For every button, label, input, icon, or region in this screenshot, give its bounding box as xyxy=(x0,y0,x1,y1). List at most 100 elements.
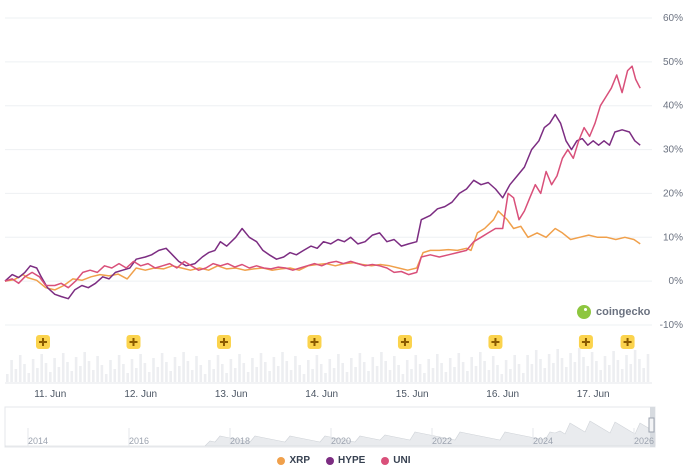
volume-bar xyxy=(590,352,594,382)
volume-bar xyxy=(113,369,117,382)
legend-item-hype[interactable]: HYPE xyxy=(326,455,365,466)
event-marker[interactable] xyxy=(36,335,51,349)
volume-bar xyxy=(259,353,263,382)
volume-bar xyxy=(479,352,482,382)
navigator-handle[interactable] xyxy=(648,417,655,433)
range-navigator[interactable]: 2014 2016 2018 2020 2022 2024 2026 xyxy=(4,406,656,448)
legend-item-uni[interactable]: UNI xyxy=(381,455,411,466)
event-marker[interactable] xyxy=(216,335,231,349)
navigator-area xyxy=(5,420,656,447)
volume-bar xyxy=(135,368,138,382)
volume-bar xyxy=(612,351,615,382)
volume-bar xyxy=(294,356,297,382)
volume-bar xyxy=(556,349,559,382)
volume-bar xyxy=(203,374,207,382)
volume-bar xyxy=(530,364,534,382)
y-tick-label: 10% xyxy=(663,232,683,243)
volume-bar xyxy=(173,357,177,382)
event-marker[interactable] xyxy=(578,335,593,349)
volume-bar xyxy=(221,364,224,382)
volume-bar xyxy=(238,354,241,382)
volume-bar xyxy=(298,365,301,382)
x-tick-label: 13. Jun xyxy=(215,389,248,400)
volume-bar xyxy=(70,371,74,382)
volume-bar xyxy=(109,360,112,382)
volume-bar xyxy=(255,367,258,382)
volume-bar xyxy=(212,369,215,382)
volume-bar xyxy=(565,367,568,382)
navigator-year-label: 2016 xyxy=(129,436,149,446)
volume-bar xyxy=(199,365,203,382)
volume-bar xyxy=(453,367,456,382)
watermark-text: coingecko xyxy=(596,306,651,318)
volume-bar xyxy=(92,370,95,382)
event-marker[interactable] xyxy=(488,335,503,349)
volume-bar xyxy=(10,360,13,382)
volume-bar xyxy=(324,373,327,382)
volume-bar xyxy=(165,362,168,382)
volume-bar xyxy=(646,354,650,382)
volume-bar xyxy=(100,365,104,382)
volume-bar xyxy=(444,372,448,382)
event-marker[interactable] xyxy=(307,335,322,349)
event-marker[interactable] xyxy=(620,335,635,349)
volume-bar xyxy=(440,363,443,382)
volume-bar xyxy=(427,359,430,382)
volume-bar xyxy=(500,374,504,382)
event-marker-plus-v xyxy=(222,338,225,346)
event-markers[interactable] xyxy=(36,335,635,349)
volume-bar xyxy=(625,355,628,382)
volume-bar xyxy=(281,352,284,382)
navigator-year-label: 2018 xyxy=(230,436,250,446)
volume-bar xyxy=(470,357,473,382)
series-lines xyxy=(4,65,641,300)
volume-bar xyxy=(543,368,547,382)
navigator-year-label: 2024 xyxy=(533,436,553,446)
volume-bar xyxy=(156,367,160,382)
volume-bar xyxy=(190,370,194,382)
volume-bar xyxy=(569,353,572,382)
volume-bar xyxy=(160,353,164,382)
volume-bar xyxy=(216,355,220,382)
volume-bar xyxy=(448,358,452,382)
volume-bar xyxy=(143,363,147,382)
volume-bar xyxy=(595,361,598,382)
volume-bar xyxy=(539,359,542,382)
volume-bar xyxy=(229,359,233,382)
x-tick-label: 17. Jun xyxy=(577,389,610,400)
volume-bar xyxy=(354,367,357,382)
volume-bar xyxy=(487,370,491,382)
event-marker[interactable] xyxy=(397,335,412,349)
volume-bar xyxy=(117,355,121,382)
legend-label: XRP xyxy=(289,455,311,466)
volume-bar xyxy=(483,361,486,382)
volume-bar xyxy=(638,359,641,382)
volume-bar xyxy=(380,352,383,382)
volume-bar xyxy=(513,355,516,382)
legend-item-xrp[interactable]: XRP xyxy=(277,455,310,466)
volume-bar xyxy=(526,355,529,382)
volume-bar xyxy=(375,366,379,382)
event-marker[interactable] xyxy=(126,335,141,349)
volume-bar xyxy=(328,359,332,382)
legend-dot-icon xyxy=(277,456,286,465)
volume-bar xyxy=(388,370,392,382)
volume-bar xyxy=(414,355,418,382)
volume-bar xyxy=(552,363,555,382)
volume-bar xyxy=(96,356,99,382)
volume-bar xyxy=(371,357,375,382)
y-tick-label: 0% xyxy=(669,276,684,287)
volume-bar xyxy=(517,364,521,382)
volume-bar xyxy=(620,369,624,382)
volume-bar xyxy=(491,356,495,382)
coingecko-logo-icon xyxy=(577,305,591,319)
volume-bar xyxy=(599,370,602,382)
grid-lines xyxy=(5,17,652,326)
volume-bar xyxy=(603,356,607,382)
volume-bar xyxy=(195,356,198,382)
volume-bar xyxy=(152,358,155,382)
volume-bar xyxy=(208,360,211,382)
volume-bar xyxy=(397,365,400,382)
volume-bar xyxy=(345,372,349,382)
volume-bar xyxy=(74,357,78,382)
